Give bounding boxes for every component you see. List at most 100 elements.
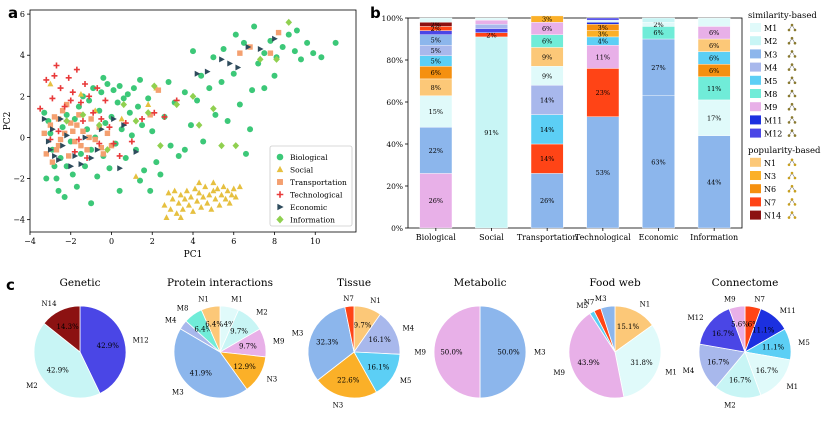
point-biological bbox=[293, 27, 300, 34]
point-transportation bbox=[78, 142, 84, 149]
point-economic bbox=[204, 68, 211, 75]
x-tick-label: Technological bbox=[575, 233, 631, 242]
point-economic bbox=[50, 126, 56, 133]
bar-segment-m1 bbox=[419, 95, 453, 128]
point-social bbox=[210, 179, 217, 186]
point-technological bbox=[37, 105, 44, 112]
point-technological bbox=[73, 66, 80, 73]
point-social bbox=[200, 193, 207, 200]
pie-slice-label: N3 bbox=[267, 376, 278, 384]
bar-information: 44% 17% 11% 6% 6% 6% 6% bbox=[697, 17, 731, 229]
point-social bbox=[187, 193, 194, 200]
point-social bbox=[47, 80, 54, 87]
pie-slice-percent: 16.7% bbox=[707, 358, 730, 366]
point-biological bbox=[261, 85, 268, 92]
point-transportation bbox=[47, 122, 54, 128]
x-tick-label: −2 bbox=[65, 237, 77, 246]
pie-genetic: Genetic 42.9% M12 42.9% M2 14.3% N14 bbox=[26, 277, 149, 399]
pie-title: Connectome bbox=[712, 277, 779, 289]
legend-swatch-m2 bbox=[750, 36, 761, 46]
pie-title: Tissue bbox=[337, 277, 371, 289]
bar-segment-m1 bbox=[586, 19, 620, 23]
point-social bbox=[196, 179, 203, 186]
x-tick-label: 2 bbox=[150, 237, 155, 246]
point-social bbox=[179, 206, 186, 212]
point-information bbox=[157, 142, 164, 150]
point-economic bbox=[60, 142, 66, 149]
point-transportation bbox=[72, 138, 78, 145]
bar-segment-label: 23% bbox=[596, 89, 610, 97]
point-information bbox=[79, 111, 87, 119]
bar-segment-label: 2% bbox=[431, 25, 441, 33]
point-social bbox=[222, 195, 229, 202]
legend-swatch-m3 bbox=[750, 49, 761, 59]
legend-label-social: Social bbox=[290, 166, 314, 175]
legend-label-m4: M4 bbox=[764, 64, 777, 73]
pie-slice-percent: 31.8% bbox=[630, 359, 653, 367]
point-transportation bbox=[98, 145, 105, 151]
point-social bbox=[167, 206, 174, 212]
point-economic bbox=[56, 157, 62, 164]
point-biological bbox=[271, 72, 278, 79]
point-biological bbox=[291, 48, 298, 55]
point-information bbox=[144, 109, 152, 117]
point-biological bbox=[116, 187, 123, 194]
pie-slice-percent: 16.1% bbox=[368, 336, 391, 344]
point-social bbox=[185, 201, 192, 208]
legend-swatch-n7 bbox=[750, 197, 761, 207]
point-information bbox=[285, 18, 293, 26]
y-tick-label: 2 bbox=[20, 92, 25, 101]
x-tick-label: 6 bbox=[231, 237, 236, 246]
point-biological bbox=[110, 87, 117, 94]
y-tick-label: 40% bbox=[386, 140, 403, 149]
point-biological bbox=[267, 37, 274, 44]
point-biological bbox=[165, 78, 172, 85]
point-social bbox=[181, 195, 188, 202]
bar-segment-label: 11% bbox=[596, 53, 610, 61]
point-technological bbox=[69, 89, 76, 96]
bar-segment-label: 6% bbox=[709, 42, 719, 50]
pie-slice-percent: 5.6% bbox=[741, 320, 759, 328]
point-biological bbox=[153, 159, 160, 166]
pie-metabolic: Metabolic 50.0% M3 50.0% M9 bbox=[414, 277, 546, 399]
pie-slice-percent: 11.1% bbox=[762, 344, 785, 352]
point-biological bbox=[134, 103, 141, 110]
pie-slice-m12 bbox=[79, 305, 127, 394]
bar-segment-n3 bbox=[530, 15, 564, 23]
x-tick-label: 8 bbox=[272, 237, 277, 246]
pie-tissue: Tissue 9.7% N1 16.1% M4 16.1% M5 22.6% N3 32.3% M3… bbox=[292, 277, 415, 409]
motif-glyph-n1-icon bbox=[787, 158, 797, 167]
point-economic bbox=[98, 126, 105, 133]
point-biological bbox=[61, 194, 68, 201]
bar-segment-label: 27% bbox=[651, 64, 665, 72]
bar-segment-m3 bbox=[419, 126, 453, 174]
point-economic bbox=[72, 152, 79, 159]
point-social bbox=[216, 201, 223, 208]
point-biological bbox=[181, 89, 188, 96]
bar-segment-label: 3% bbox=[598, 24, 608, 32]
pie-slice-percent: 16.7% bbox=[712, 330, 735, 338]
point-economic bbox=[58, 115, 64, 122]
point-information bbox=[132, 117, 140, 125]
legend-label-m9: M9 bbox=[764, 103, 777, 112]
point-biological bbox=[96, 107, 103, 114]
pie-slice-label: N7 bbox=[343, 295, 354, 303]
point-technological bbox=[96, 140, 103, 147]
y-tick-label: 6 bbox=[20, 10, 25, 19]
bar-segment-label: 5% bbox=[431, 58, 441, 66]
point-transportation bbox=[57, 136, 64, 143]
point-technological bbox=[102, 97, 109, 104]
point-social bbox=[198, 204, 205, 210]
point-information bbox=[218, 142, 225, 150]
bar-segment-m3 bbox=[586, 116, 620, 229]
point-social bbox=[169, 195, 176, 202]
pie-slice-percent: 12.9% bbox=[234, 363, 257, 371]
point-transportation bbox=[80, 128, 86, 134]
point-biological bbox=[181, 146, 188, 153]
point-social bbox=[161, 201, 168, 208]
point-information bbox=[104, 146, 111, 154]
pie-slice-m2 bbox=[33, 322, 101, 399]
pie-slice-percent: 14.3% bbox=[57, 323, 80, 331]
point-information bbox=[256, 55, 264, 63]
